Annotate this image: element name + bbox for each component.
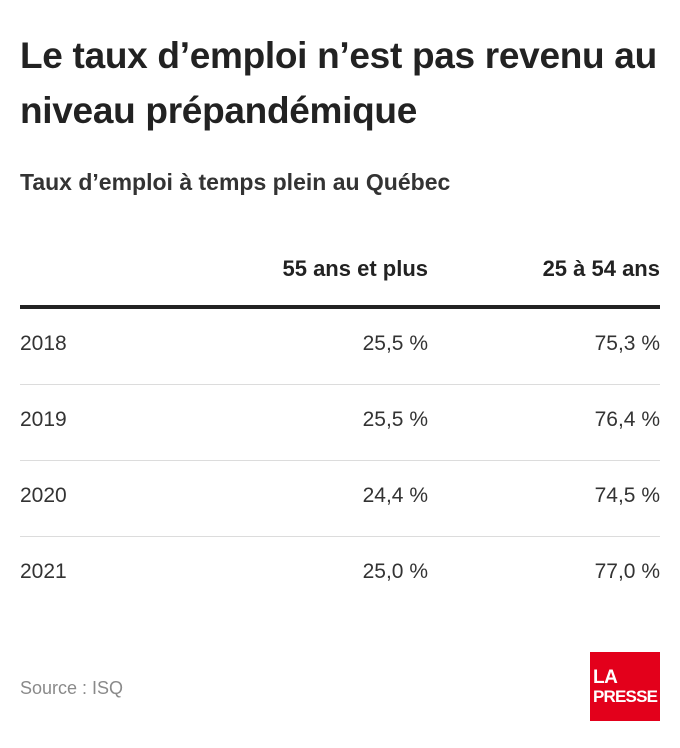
chart-title: Le taux d’emploi n’est pas revenu au niv… [20, 35, 657, 131]
source-note: Source : ISQ [20, 678, 124, 698]
data-table: 55 ans et plus 25 à 54 ans 2018 25,5 % 75,… [20, 250, 660, 612]
row-year: 2020 [20, 484, 67, 507]
cell-25-54: 75,3 % [594, 332, 660, 355]
table-row: 2021 25,0 % 77,0 % [20, 537, 660, 612]
la-presse-logo: LA PRESSE [590, 652, 660, 721]
chart-subtitle: Taux d’emploi à temps plein au Québec [20, 169, 451, 195]
table-body: 2018 25,5 % 75,3 % 2019 25,5 % 76,4 % 2020 24,4… [20, 309, 660, 612]
table-header-row: 55 ans et plus 25 à 54 ans [20, 250, 660, 309]
row-year: 2019 [20, 408, 67, 431]
cell-55-plus: 25,5 % [362, 408, 428, 431]
table-row: 2018 25,5 % 75,3 % [20, 309, 660, 385]
column-header-55-plus: 55 ans et plus [282, 256, 428, 281]
logo-line-2: PRESSE [593, 686, 658, 706]
cell-25-54: 77,0 % [594, 560, 660, 583]
table-row: 2020 24,4 % 74,5 % [20, 461, 660, 537]
table-row: 2019 25,5 % 76,4 % [20, 385, 660, 461]
row-year: 2021 [20, 560, 67, 583]
cell-55-plus: 25,0 % [362, 560, 428, 583]
cell-25-54: 74,5 % [594, 484, 660, 507]
cell-25-54: 76,4 % [594, 408, 660, 431]
column-header-25-54: 25 à 54 ans [542, 256, 660, 281]
cell-55-plus: 24,4 % [362, 484, 428, 507]
cell-55-plus: 25,5 % [362, 332, 428, 355]
row-year: 2018 [20, 332, 67, 355]
logo-line-1: LA [593, 666, 618, 688]
